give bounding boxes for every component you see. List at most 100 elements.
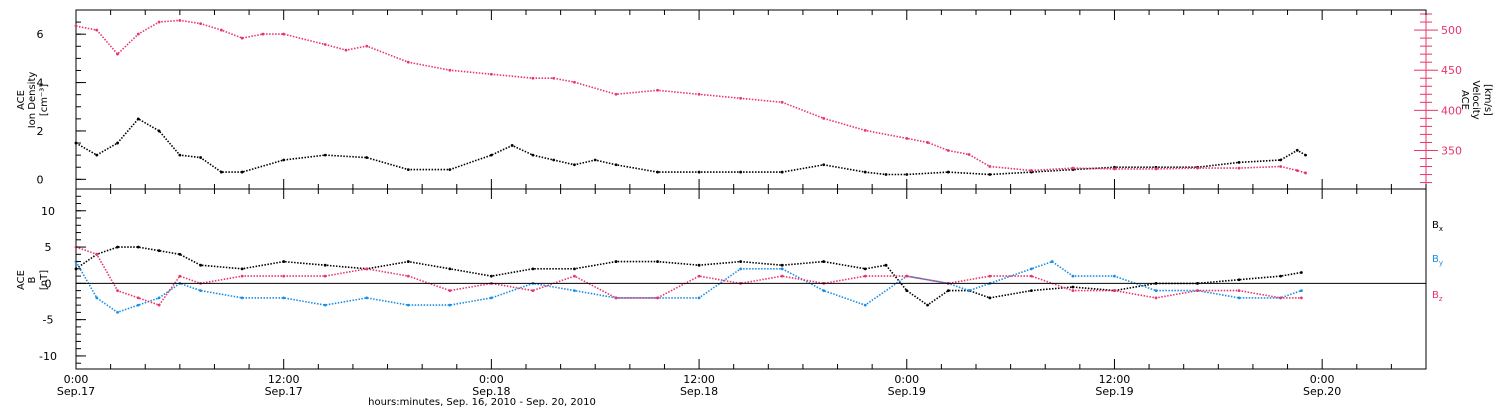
density-point (593, 158, 597, 162)
bx-point (531, 267, 535, 271)
top-ylabel-line-2: Ion Density (27, 72, 38, 129)
by-point (1154, 289, 1158, 293)
bottom-left-tick-label: -5 (43, 314, 54, 327)
bx-point (988, 296, 992, 300)
velocity-point (95, 28, 99, 32)
bz-point (863, 274, 867, 278)
by-point (1237, 296, 1241, 300)
density-point (739, 170, 743, 174)
top-ylabel-line-3: [cm⁻³] (39, 84, 50, 116)
velocity-point (136, 32, 140, 36)
x-tick-date: Sep.19 (1095, 385, 1133, 398)
density-point (946, 170, 950, 174)
bz-point (1154, 296, 1158, 300)
bx-point (323, 263, 327, 267)
density-point (448, 168, 452, 172)
density-point (863, 170, 867, 174)
bx-point (884, 263, 888, 267)
velocity-point (1154, 167, 1158, 171)
bx-point (157, 249, 161, 253)
velocity-point (1295, 169, 1299, 172)
velocity-point (1029, 169, 1033, 172)
by-point (573, 289, 576, 293)
density-point (1304, 153, 1307, 157)
velocity-point (116, 52, 119, 56)
bottom-ylabel-line-1: ACE (16, 270, 27, 290)
x-tick-time: 0:00 (64, 373, 89, 386)
x-tick-time: 12:00 (1099, 373, 1131, 386)
density-point (780, 170, 784, 174)
density-point (822, 163, 826, 167)
by-point (240, 296, 244, 300)
by-point (1029, 267, 1033, 271)
bz-point (365, 267, 369, 271)
bx-point (739, 260, 743, 263)
density-point (552, 158, 556, 162)
bx-point (406, 260, 410, 263)
bz-point (614, 296, 618, 300)
x-tick-date: Sep.20 (1303, 385, 1341, 398)
velocity-point (926, 141, 929, 144)
density-point (988, 173, 992, 176)
by-point (1113, 274, 1116, 278)
velocity-point (1237, 166, 1241, 170)
bottom-ylabel-line-3: [nT] (39, 270, 50, 290)
top-right-ylabel-line-1: ACE (1459, 90, 1470, 110)
density-point (406, 168, 410, 172)
by-point (282, 296, 286, 300)
velocity-point (967, 153, 971, 156)
velocity-point (344, 48, 348, 52)
density-point (614, 163, 618, 167)
density-point (905, 173, 909, 176)
bx-point (136, 245, 140, 249)
bottom-legend: Bx By Bz (1432, 220, 1443, 303)
velocity-point (261, 32, 265, 36)
by-point (116, 310, 119, 314)
velocity-point (1279, 165, 1283, 168)
bx-point (905, 289, 909, 293)
by-point (157, 296, 161, 300)
bz-point (905, 274, 909, 278)
bz-point (95, 252, 99, 256)
bx-point (946, 289, 950, 293)
top-right-tick-label: 350 (1441, 144, 1462, 157)
top-panel-data (74, 19, 1307, 176)
bx-point (1071, 285, 1075, 289)
density-point (365, 156, 369, 159)
by-point (489, 296, 493, 300)
velocity-point (552, 76, 556, 80)
x-tick-time: 12:00 (268, 373, 300, 386)
bz-point (157, 303, 161, 307)
bx-point (282, 260, 286, 263)
velocity-point (863, 129, 867, 132)
bz-point (656, 296, 659, 300)
bz-point (1299, 296, 1303, 300)
top-left-axis: 0 2 4 6 (37, 21, 86, 186)
bz-point (116, 289, 119, 293)
velocity-point (905, 137, 909, 140)
bz-series (75, 246, 1302, 307)
bx-point (1279, 274, 1283, 278)
bx-point (863, 267, 867, 271)
bz-point (178, 274, 182, 278)
top-ylabel-line-1: ACE (16, 90, 27, 110)
density-point (116, 141, 119, 145)
density-point (531, 153, 535, 157)
bottom-panel: -10 -5 0 5 10 ACE B [nT] Bx By Bz (16, 188, 1443, 370)
velocity-point (822, 116, 826, 120)
velocity-point (323, 43, 327, 46)
velocity-point (946, 149, 950, 152)
density-point (510, 144, 514, 147)
velocity-point (406, 60, 410, 64)
velocity-point (282, 32, 286, 36)
velocity-point (157, 20, 161, 24)
bx-point (1237, 278, 1241, 282)
by-point (448, 303, 452, 307)
top-right-tick-label: 500 (1441, 24, 1462, 37)
velocity-point (365, 44, 369, 48)
x-tick-date: Sep.19 (888, 385, 926, 398)
by-point (1071, 274, 1075, 278)
bottom-left-tick-label: 0 (45, 277, 52, 290)
bottom-left-tick-label: 10 (41, 205, 55, 218)
